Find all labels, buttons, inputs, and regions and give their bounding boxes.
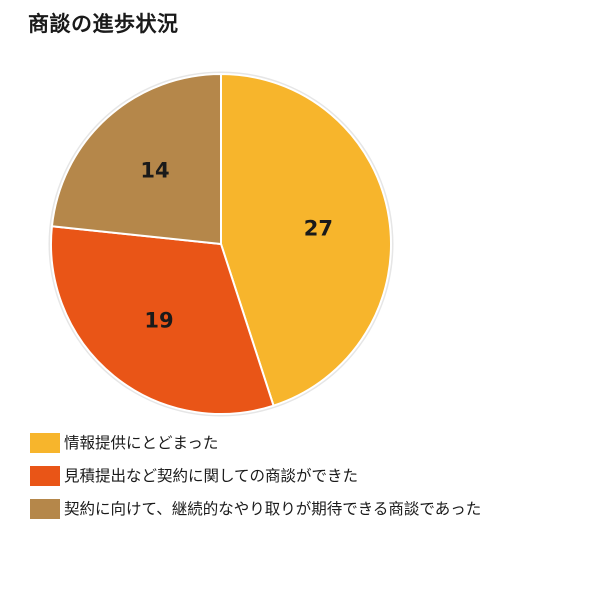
legend-item: 情報提供にとどまった	[30, 432, 590, 454]
legend: 情報提供にとどまった 見積提出など契約に関しての商談ができた 契約に向けて、継続…	[30, 432, 590, 531]
pie-data-label: 14	[140, 159, 169, 183]
legend-item: 契約に向けて、継続的なやり取りが期待できる商談であった	[30, 498, 590, 520]
pie-slice	[220, 72, 393, 407]
pie-slice	[50, 72, 222, 246]
legend-item: 見積提出など契約に関しての商談ができた	[30, 465, 590, 487]
pie-data-label: 27	[304, 217, 333, 241]
legend-label: 見積提出など契約に関しての商談ができた	[64, 467, 359, 485]
legend-swatch	[30, 433, 60, 453]
legend-swatch	[30, 499, 60, 519]
pie-data-labels: 27 19 14	[140, 159, 333, 333]
chart-title: 商談の進歩状況	[28, 12, 179, 36]
legend-label: 契約に向けて、継続的なやり取りが期待できる商談であった	[64, 500, 482, 518]
pie-slices	[48, 71, 394, 417]
pie-slice	[50, 225, 275, 415]
pie-data-label: 19	[144, 309, 173, 333]
pie-rim	[48, 71, 394, 417]
legend-label: 情報提供にとどまった	[64, 434, 219, 452]
legend-swatch	[30, 466, 60, 486]
